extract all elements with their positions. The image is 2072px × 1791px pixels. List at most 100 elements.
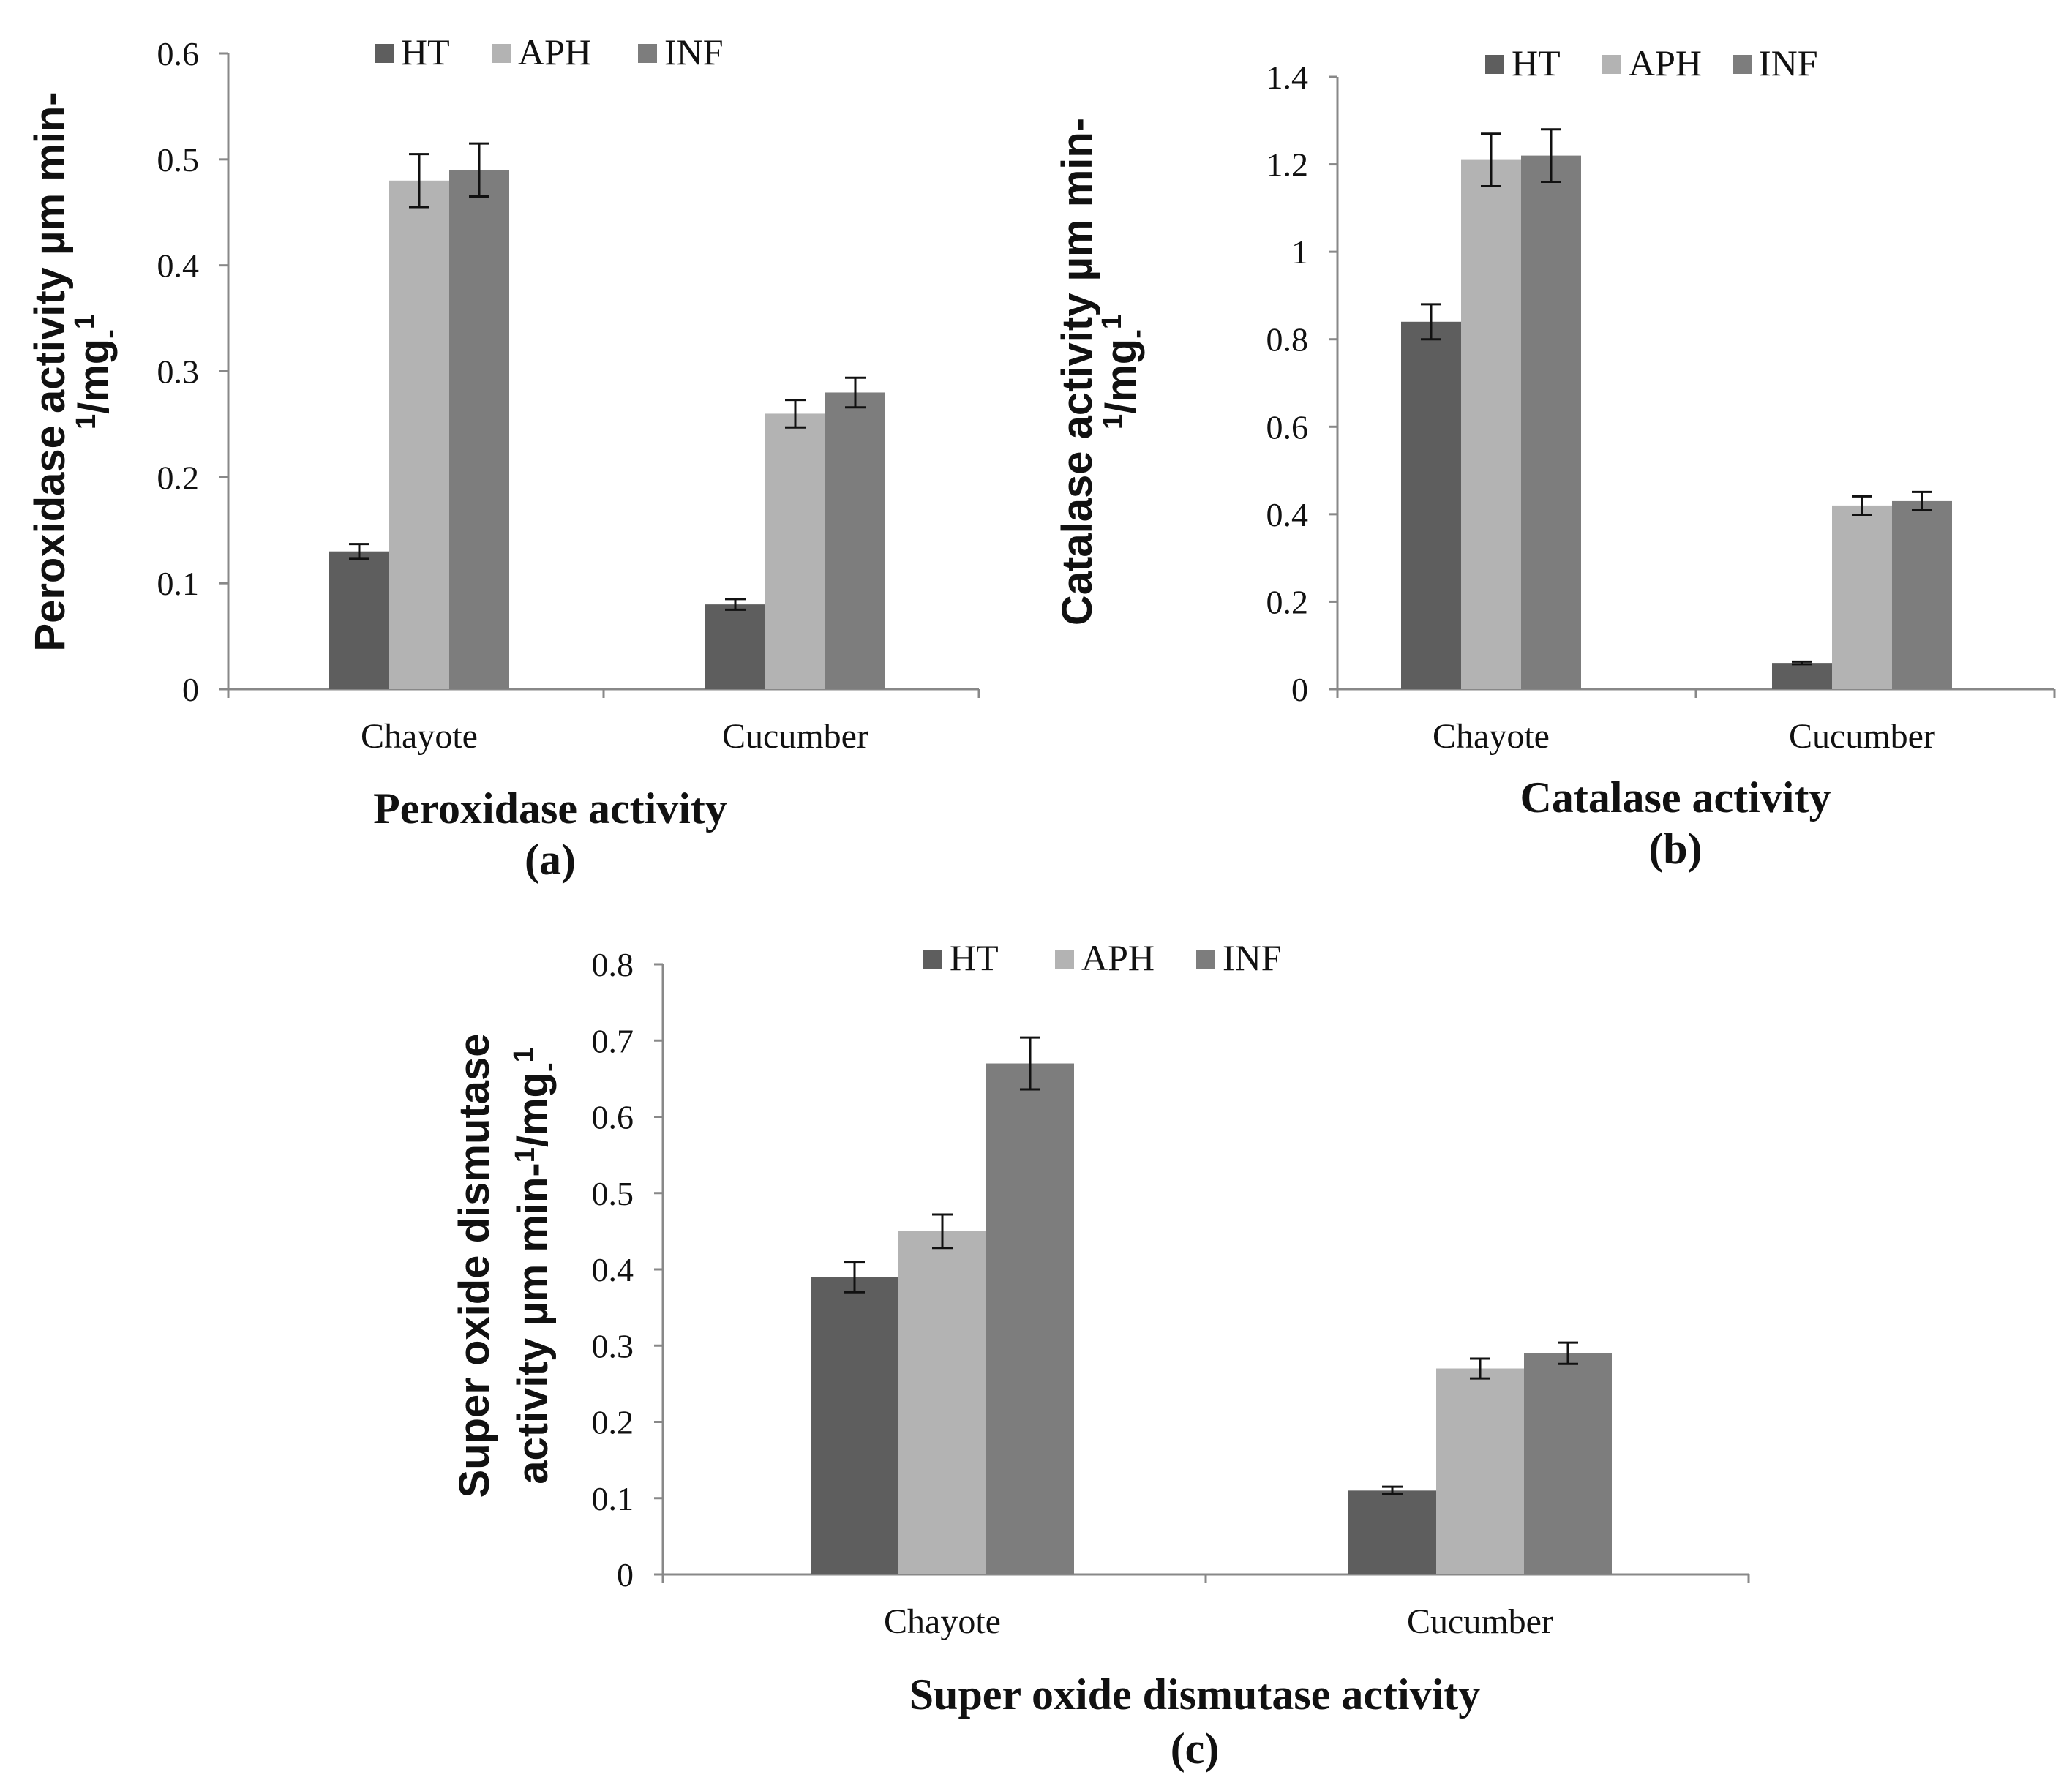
bar-aph-cucumber: [1436, 1368, 1524, 1574]
y-axis-label-sup: 1: [1097, 314, 1127, 329]
legend-label-ht: HT: [1512, 42, 1561, 83]
legend-swatch-inf: [1733, 55, 1752, 74]
bar-aph-chayote: [389, 180, 449, 690]
bar-inf-cucumber: [1524, 1353, 1612, 1574]
y-tick-label: 0.6: [1266, 408, 1309, 446]
error-bar-aph-chayote: [409, 153, 429, 209]
legend-label-inf: INF: [664, 31, 724, 72]
y-tick-label: 0: [1291, 671, 1308, 708]
legend-label-inf: INF: [1759, 42, 1818, 83]
bar-aph-cucumber: [1832, 505, 1892, 689]
y-tick-label: 0: [182, 671, 199, 708]
y-axis-label-sup-pre: 1: [71, 414, 102, 429]
error-bar-ht-cucumber: [1382, 1485, 1403, 1496]
y-tick-label: 0.8: [1266, 321, 1309, 358]
y-tick-label: 0.1: [157, 565, 200, 602]
error-bar-ht-chayote: [349, 543, 369, 560]
y-tick-label: 0.2: [1266, 583, 1309, 620]
chart-title: Peroxidase activity: [373, 784, 727, 833]
error-bar-ht-chayote: [844, 1261, 865, 1294]
category-label: Chayote: [361, 717, 478, 756]
error-bar-inf-cucumber: [1912, 490, 1932, 511]
y-tick-label: 0.3: [157, 353, 200, 391]
error-bar-inf-chayote: [469, 142, 489, 198]
y-tick-label: 0.7: [592, 1022, 634, 1059]
bar-inf-cucumber: [1892, 500, 1952, 689]
category-label: Chayote: [884, 1602, 1001, 1641]
y-axis-label-unit: /mg: [1097, 339, 1145, 414]
bar-ht-chayote: [811, 1277, 898, 1574]
y-tick-label: 0.4: [1266, 496, 1309, 533]
legend-label-ht: HT: [950, 937, 999, 978]
y-axis-label-unit: /mg: [70, 339, 118, 414]
y-axis-label-line2: 1/mg-1: [1097, 314, 1152, 429]
legend-swatch-inf: [1196, 950, 1215, 969]
y-tick-label: 1.4: [1266, 59, 1309, 96]
legend-swatch-aph: [1055, 950, 1074, 969]
legend-swatch-aph: [1602, 55, 1621, 74]
error-bar-aph-cucumber: [785, 399, 806, 429]
bar-aph-cucumber: [765, 413, 825, 689]
y-tick-label: 1.2: [1266, 146, 1309, 184]
legend-swatch-inf: [638, 44, 657, 63]
y-axis-label-line1: Catalase activity µm min-: [1054, 118, 1101, 626]
legend-label-ht: HT: [401, 31, 450, 72]
chart-panel-1: 0 0.1 0.2 0.3 0.4 0.5 0.6 Chayote Cucumber HT APH I…: [26, 31, 980, 884]
panel-label: (c): [1171, 1724, 1220, 1773]
chart-title: Super oxide dismutase activity: [909, 1670, 1481, 1719]
y-tick-label: 0.1: [592, 1480, 634, 1517]
error-bar-aph-chayote: [1481, 132, 1501, 187]
y-tick-label: 0.3: [592, 1327, 634, 1364]
legend-label-aph: APH: [1081, 937, 1155, 978]
bar-ht-cucumber: [1348, 1490, 1436, 1574]
y-tick-label: 0.4: [157, 247, 200, 285]
bar-ht-cucumber: [705, 604, 765, 689]
panel-label: (b): [1648, 825, 1702, 873]
legend-swatch-ht: [923, 950, 942, 969]
y-tick-label: 0.5: [592, 1175, 634, 1212]
y-axis-label-line1: Super oxide dismutase: [451, 1034, 498, 1498]
y-tick-label: 0.6: [157, 35, 200, 72]
bar-ht-chayote: [329, 551, 389, 689]
y-tick-label: 0.4: [592, 1251, 634, 1288]
bar-aph-chayote: [898, 1231, 986, 1574]
bar-ht-cucumber: [1772, 663, 1832, 689]
bar-inf-cucumber: [825, 392, 885, 689]
legend-swatch-aph: [492, 44, 511, 63]
legend-swatch-ht: [375, 44, 394, 63]
error-bar-inf-chayote: [1020, 1036, 1040, 1091]
error-bar-inf-chayote: [1541, 128, 1561, 183]
error-bar-aph-cucumber: [1470, 1357, 1490, 1380]
legend-label-inf: INF: [1223, 937, 1282, 978]
y-axis-label-line2: activity µm min-1/mg-1: [508, 1047, 564, 1484]
y-tick-label: 0.5: [157, 141, 200, 179]
y-tick-label: 0.6: [592, 1099, 634, 1136]
error-bar-aph-chayote: [932, 1213, 953, 1250]
y-tick-label: 0.2: [592, 1404, 634, 1441]
y-axis-label-sup: 1: [70, 314, 100, 329]
y-axis-label-line2: 1/mg-1: [70, 314, 125, 429]
y-tick-label: 0.8: [592, 946, 634, 983]
y-axis-label-sub: -: [1122, 329, 1152, 339]
error-bar-inf-cucumber: [845, 376, 866, 409]
error-bar-inf-cucumber: [1558, 1341, 1578, 1365]
category-label: Chayote: [1433, 717, 1550, 756]
error-bar-aph-cucumber: [1852, 495, 1872, 516]
bar-aph-chayote: [1461, 159, 1521, 690]
error-bar-ht-cucumber: [725, 598, 746, 611]
bar-inf-chayote: [449, 170, 509, 690]
y-axis-label-line1: Peroxidase activity µm min-: [26, 91, 74, 651]
chart-panel-2: 0 0.2 0.4 0.6 0.8 1 1.2 1.4 Chayote Cucumber HT APH…: [1054, 42, 2056, 873]
category-label: Cucumber: [722, 717, 868, 756]
y-axis-label-sub: -: [94, 329, 125, 339]
y-axis-label-sup: 1: [508, 1047, 539, 1062]
y-tick-label: 1: [1291, 233, 1308, 271]
y-axis-label-sup-pre: 1: [1098, 414, 1129, 429]
y-axis-label-text: activity µm min-: [509, 1163, 557, 1484]
bar-ht-chayote: [1401, 321, 1461, 689]
bar-inf-chayote: [986, 1063, 1074, 1574]
y-tick-label: 0.2: [157, 459, 200, 496]
error-bar-ht-chayote: [1421, 303, 1441, 341]
y-axis-label-sub: -: [533, 1062, 564, 1072]
